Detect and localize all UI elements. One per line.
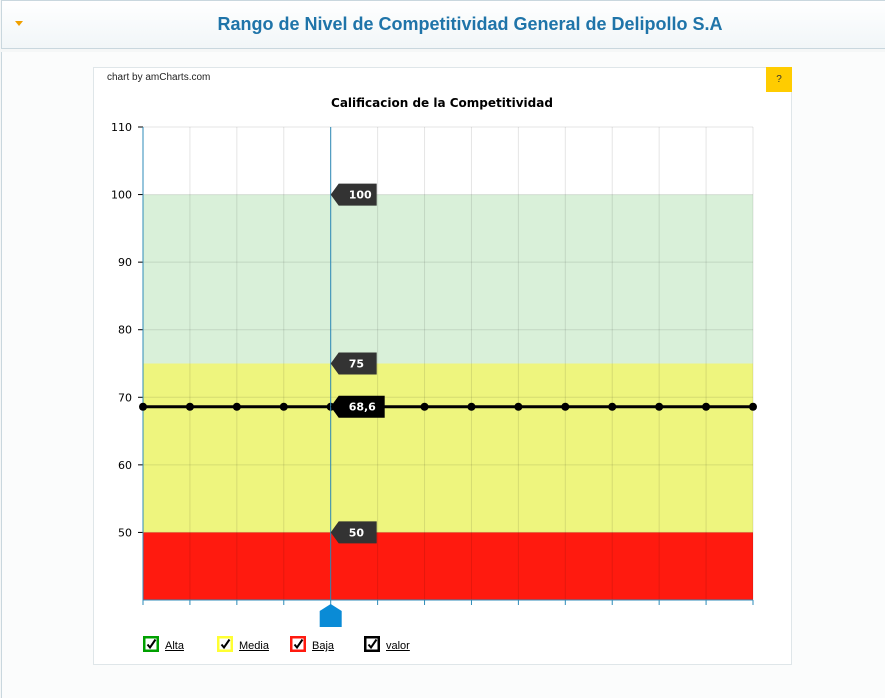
cursor-value-label: 100 xyxy=(330,183,377,206)
data-point[interactable] xyxy=(702,402,711,411)
cursor-label-bg xyxy=(330,395,385,418)
data-point[interactable] xyxy=(608,402,617,411)
data-point[interactable] xyxy=(514,402,523,411)
band-alta xyxy=(143,194,753,364)
amcharts-credit-link[interactable]: chart by amCharts.com xyxy=(107,72,211,83)
cursor-handle[interactable] xyxy=(319,604,342,627)
cursor-value-label: 68,6 xyxy=(330,395,385,418)
y-tick-label: 110 xyxy=(111,121,132,134)
y-tick-label: 90 xyxy=(118,256,132,269)
legend-label[interactable]: Baja xyxy=(312,640,335,652)
checkmark-icon[interactable] xyxy=(290,636,306,652)
band-baja xyxy=(143,532,753,600)
checkmark-icon[interactable] xyxy=(143,636,159,652)
checkmark-icon[interactable] xyxy=(364,636,380,652)
y-tick-label: 70 xyxy=(118,391,132,404)
data-point[interactable] xyxy=(232,402,241,411)
cursor-label-text: 68,6 xyxy=(349,401,376,414)
y-tick-label: 50 xyxy=(118,526,132,539)
legend-label[interactable]: Alta xyxy=(165,640,184,652)
cursor-value-label: 50 xyxy=(330,521,377,544)
cursor-label-text: 100 xyxy=(349,189,372,202)
data-point[interactable] xyxy=(749,402,757,411)
cursor-label-text: 50 xyxy=(349,526,365,539)
cursor-value-label: 75 xyxy=(330,352,377,375)
chart-title: Calificacion de la Competitividad xyxy=(331,96,553,110)
checkmark-icon[interactable] xyxy=(217,636,233,652)
data-point[interactable] xyxy=(467,402,476,411)
data-point[interactable] xyxy=(139,402,147,411)
data-point[interactable] xyxy=(655,402,664,411)
data-point[interactable] xyxy=(185,402,194,411)
help-button[interactable]: ? xyxy=(766,67,792,92)
band-media xyxy=(143,363,753,533)
data-point[interactable] xyxy=(561,402,570,411)
cursor-label-bg xyxy=(330,183,377,206)
y-tick-label: 100 xyxy=(111,189,132,202)
legend-label[interactable]: Media xyxy=(239,640,269,652)
panel-title: Rango de Nivel de Competitividad General… xyxy=(217,14,723,34)
data-point[interactable] xyxy=(279,402,288,411)
legend-label[interactable]: valor xyxy=(386,640,410,652)
cursor-label-bg xyxy=(330,352,377,375)
data-point[interactable] xyxy=(420,402,429,411)
cursor-label-text: 75 xyxy=(349,358,364,371)
panel-header: Rango de Nivel de Competitividad General… xyxy=(1,0,885,49)
y-tick-label: 60 xyxy=(118,459,132,472)
cursor-label-bg xyxy=(330,521,377,544)
collapse-arrow-icon[interactable] xyxy=(15,21,23,26)
y-tick-label: 80 xyxy=(118,324,132,337)
